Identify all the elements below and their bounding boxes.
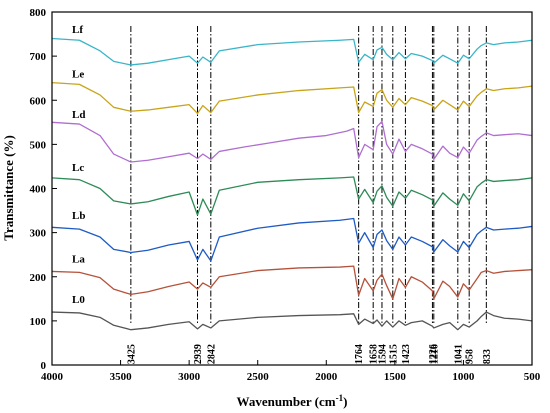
series-label-L0: L0 — [72, 294, 85, 306]
series-label-Lf: Lf — [72, 24, 83, 36]
marker-label-1226: 1226 — [428, 344, 439, 364]
y-tick-label-600: 600 — [30, 95, 47, 107]
y-tick-label-200: 200 — [30, 272, 47, 284]
marker-label-2842: 2842 — [206, 344, 217, 364]
y-tick-label-0: 0 — [41, 360, 47, 372]
marker-label-1515: 1515 — [388, 344, 399, 364]
series-line-Lb — [51, 217, 533, 262]
x-tick-label-2000: 2000 — [315, 371, 338, 383]
marker-label-2939: 2939 — [193, 344, 204, 364]
x-tick-label-2500: 2500 — [247, 371, 270, 383]
series-label-layer: L0 La Lb Lc Ld Le Lf — [72, 24, 85, 306]
y-tick-label-500: 500 — [30, 139, 47, 151]
x-tick-label-1500: 1500 — [384, 371, 407, 383]
x-axis-title: Wavenumber (cm-1) — [237, 393, 348, 409]
x-tick-label-4000: 4000 — [41, 371, 64, 383]
x-tick-label-3000: 3000 — [178, 371, 201, 383]
marker-label-958: 958 — [465, 349, 476, 364]
marker-label-1216: 1216 — [429, 344, 440, 364]
x-tick-label-3500: 3500 — [110, 371, 133, 383]
marker-label-833: 833 — [482, 349, 493, 364]
marker-label-1658: 1658 — [369, 344, 380, 364]
series-line-L0 — [51, 311, 533, 331]
series-label-Lc: Lc — [72, 162, 84, 174]
marker-label-1594: 1594 — [377, 344, 388, 364]
y-tick-label-300: 300 — [30, 228, 47, 240]
series-label-Le: Le — [72, 68, 84, 80]
x-axis-ticks: 4000 3500 3000 2500 2000 1500 1000 500 — [41, 360, 541, 383]
y-axis-ticks: 0 100 200 300 400 500 600 700 800 — [30, 7, 57, 372]
y-tick-label-700: 700 — [30, 51, 47, 63]
series-label-La: La — [72, 254, 85, 266]
y-tick-label-400: 400 — [30, 184, 47, 196]
marker-label-1041: 1041 — [453, 344, 464, 364]
marker-layer — [130, 26, 487, 324]
series-line-Lf — [51, 37, 533, 66]
x-tick-label-500: 500 — [524, 371, 541, 383]
series-label-Ld: Ld — [72, 109, 85, 121]
series-line-La — [51, 265, 533, 300]
plot-frame — [51, 11, 533, 366]
series-label-Lb: Lb — [72, 210, 85, 222]
series-layer — [51, 37, 533, 331]
series-line-Lc — [51, 176, 533, 216]
y-tick-label-800: 800 — [30, 7, 47, 19]
y-tick-label-100: 100 — [30, 316, 47, 328]
x-tick-label-1000: 1000 — [452, 371, 475, 383]
series-line-Le — [51, 81, 533, 115]
series-line-Ld — [51, 120, 533, 163]
marker-label-1423: 1423 — [401, 344, 412, 364]
marker-label-1764: 1764 — [354, 344, 365, 364]
y-axis-title: Transmittance (%) — [1, 135, 16, 241]
marker-label-3425: 3425 — [126, 344, 137, 364]
